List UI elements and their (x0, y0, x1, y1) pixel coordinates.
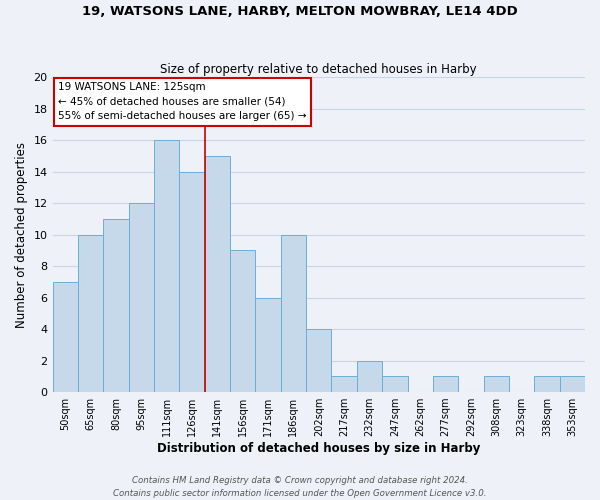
Bar (560, 376, 585, 392)
Bar (433, 376, 458, 392)
Bar (281, 234, 306, 392)
Text: 19, WATSONS LANE, HARBY, MELTON MOWBRAY, LE14 4DD: 19, WATSONS LANE, HARBY, MELTON MOWBRAY,… (82, 5, 518, 18)
Y-axis label: Number of detached properties: Number of detached properties (15, 142, 28, 328)
Bar (103, 219, 128, 392)
Bar (331, 376, 357, 392)
Text: 19 WATSONS LANE: 125sqm
← 45% of detached houses are smaller (54)
55% of semi-de: 19 WATSONS LANE: 125sqm ← 45% of detache… (58, 82, 307, 122)
Bar (53, 282, 78, 392)
Bar (154, 140, 179, 392)
Bar (382, 376, 407, 392)
Bar (78, 234, 103, 392)
Bar (230, 250, 256, 392)
Bar (484, 376, 509, 392)
Title: Size of property relative to detached houses in Harby: Size of property relative to detached ho… (160, 63, 477, 76)
Bar (128, 203, 154, 392)
Bar (179, 172, 205, 392)
Bar (256, 298, 281, 392)
Bar (357, 360, 382, 392)
Bar (534, 376, 560, 392)
Bar (306, 329, 331, 392)
Text: Contains HM Land Registry data © Crown copyright and database right 2024.
Contai: Contains HM Land Registry data © Crown c… (113, 476, 487, 498)
X-axis label: Distribution of detached houses by size in Harby: Distribution of detached houses by size … (157, 442, 481, 455)
Bar (205, 156, 230, 392)
